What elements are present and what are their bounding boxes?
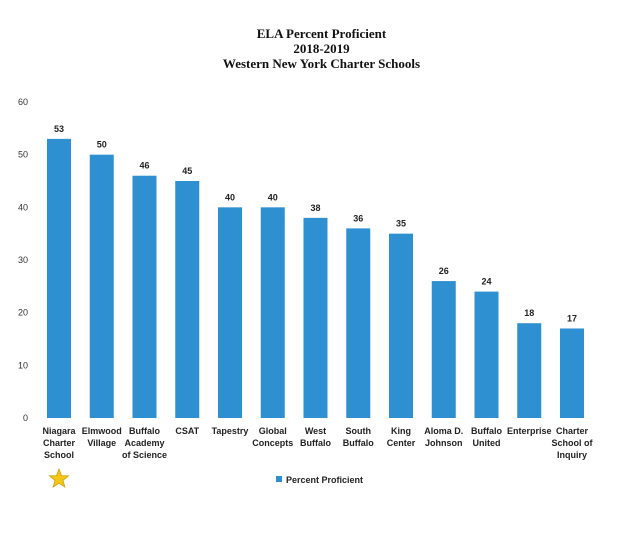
x-tick-label: Global: [259, 426, 287, 436]
x-tick-label: Academy: [124, 438, 164, 448]
x-tick-label: Elmwood: [82, 426, 122, 436]
x-tick-label: Charter: [556, 426, 589, 436]
x-tick-label: United: [473, 438, 501, 448]
bar: [517, 323, 542, 418]
x-tick-label: School: [44, 450, 74, 460]
x-tick-label: Inquiry: [557, 450, 587, 460]
bar: [303, 217, 328, 418]
data-label: 35: [396, 219, 406, 229]
x-tick-label: Enterprise: [507, 426, 552, 436]
x-tick-label: Concepts: [252, 438, 293, 448]
data-label: 50: [97, 140, 107, 150]
star-icon: [48, 467, 70, 489]
data-label: 45: [182, 166, 192, 176]
legend-swatch: [276, 476, 282, 482]
data-label: 24: [481, 277, 491, 287]
y-tick-label: 40: [18, 202, 28, 212]
y-tick-label: 20: [18, 308, 28, 318]
chart-title-line-2: 2018-2019: [293, 41, 350, 56]
x-tick-label: of Science: [122, 450, 167, 460]
bar: [89, 154, 114, 418]
y-tick-label: 0: [23, 413, 28, 423]
chart-title-line-1: ELA Percent Proficient: [256, 26, 387, 41]
bar: [431, 281, 456, 418]
bar: [474, 291, 499, 418]
x-tick-label: Niagara: [42, 426, 76, 436]
x-tick-label: CSAT: [175, 426, 199, 436]
y-tick-label: 60: [18, 97, 28, 107]
data-label: 40: [268, 192, 278, 202]
y-tick-label: 10: [18, 360, 28, 370]
data-label: 26: [439, 266, 449, 276]
x-tick-label: Charter: [43, 438, 76, 448]
x-tick-label: School of: [552, 438, 594, 448]
data-label: 46: [139, 161, 149, 171]
x-tick-label: Johnson: [425, 438, 463, 448]
data-label: 38: [310, 203, 320, 213]
x-tick-label: West: [305, 426, 326, 436]
bar: [260, 207, 285, 418]
y-tick-label: 50: [18, 150, 28, 160]
x-tick-label: King: [391, 426, 411, 436]
x-tick-label: Buffalo: [300, 438, 331, 448]
data-label: 53: [54, 124, 64, 134]
data-label: 17: [567, 313, 577, 323]
x-tick-label: Aloma D.: [424, 426, 463, 436]
data-label: 18: [524, 308, 534, 318]
x-tick-label: Center: [387, 438, 416, 448]
y-tick-label: 30: [18, 255, 28, 265]
x-tick-label: Buffalo: [471, 426, 502, 436]
data-label: 36: [353, 213, 363, 223]
bar: [389, 233, 413, 418]
bar: [47, 138, 71, 418]
chart-title-line-3: Western New York Charter Schools: [222, 56, 421, 71]
legend-label: Percent Proficient: [286, 475, 363, 485]
bar: [175, 181, 200, 418]
chart-title: ELA Percent Proficient 2018-2019 Western…: [0, 26, 643, 71]
bar: [132, 175, 157, 418]
x-tick-label: South: [346, 426, 372, 436]
x-tick-label: Tapestry: [212, 426, 249, 436]
bar: [560, 328, 584, 418]
x-tick-label: Buffalo: [129, 426, 160, 436]
bar: [346, 228, 371, 418]
bar: [218, 207, 242, 418]
x-tick-label: Buffalo: [343, 438, 374, 448]
x-tick-label: Village: [87, 438, 116, 448]
data-label: 40: [225, 192, 235, 202]
